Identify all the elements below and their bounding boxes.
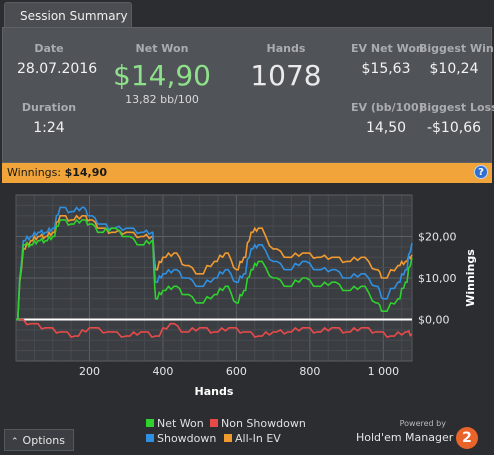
stat-hands: Hands 1078: [243, 42, 329, 92]
stat-value: $10,24: [429, 61, 479, 77]
legend-label: Net Won: [157, 417, 204, 430]
x-tick-label: 1 000: [368, 365, 400, 378]
brand-name: Hold'em Manager: [356, 431, 454, 444]
stat-label: EV (bb/100): [351, 101, 424, 114]
winnings-chart: 200 400 600 800 1 000 $0,00 $10,00 $20,00 Hands W…: [15, 194, 477, 398]
legend-label: All-In EV: [235, 432, 281, 445]
chevron-up-icon: ⌃: [11, 437, 19, 447]
series-line-non-showdown: [16, 318, 413, 339]
options-button[interactable]: ⌃ Options: [4, 429, 74, 451]
net-won-bb100: 13,82 bb/100: [125, 93, 199, 106]
help-icon[interactable]: ?: [474, 165, 488, 179]
y-tick-label: $10,00: [418, 272, 457, 285]
stat-value: 1:24: [33, 120, 65, 136]
stat-duration: Duration 1:24: [17, 101, 81, 136]
legend-item-non-showdown[interactable]: Non Showdown: [210, 417, 306, 430]
legend-swatch: [224, 434, 232, 442]
stat-label: Biggest Loss: [419, 101, 494, 114]
legend-label: Showdown: [157, 432, 217, 445]
stat-ev-net-won: EV Net Won $15,63: [351, 42, 424, 77]
y-tick-label: $20,00: [418, 231, 457, 244]
x-axis-label: Hands: [195, 385, 234, 398]
powered-by: Powered by Hold'em Manager 2: [356, 419, 478, 453]
tab-bar: Session Summary: [0, 0, 494, 28]
stat-label: Date: [34, 42, 64, 55]
series-line-showdown: [16, 206, 413, 321]
stat-ev-bb100: EV (bb/100) 14,50: [351, 101, 424, 136]
stat-net-won: Net Won $14,90 13,82 bb/100: [107, 42, 217, 106]
session-summary-panel: Date 28.07.2016 Net Won $14,90 13,82 bb/…: [2, 27, 494, 163]
winnings-chart-panel: 200 400 600 800 1 000 $0,00 $10,00 $20,00 Hands W…: [2, 183, 492, 413]
legend-item-showdown[interactable]: Showdown: [146, 432, 216, 445]
stat-label: Biggest Win: [419, 42, 494, 55]
stat-value: $15,63: [361, 61, 411, 77]
banner-value: $14,90: [64, 166, 108, 179]
stat-label: EV Net Won: [351, 42, 424, 55]
net-won-value: $14,90: [113, 59, 211, 92]
stat-label: Net Won: [135, 42, 189, 55]
options-label: Options: [22, 434, 65, 447]
winnings-banner: Winnings: $14,90 ?: [2, 163, 492, 183]
hm2-logo: 2: [456, 427, 478, 449]
y-tick-label: $0,00: [418, 314, 450, 327]
stat-value: -$10,66: [426, 120, 482, 136]
tab-session-summary[interactable]: Session Summary: [4, 2, 132, 28]
x-tick-label: 200: [79, 365, 100, 378]
stat-value: 28.07.2016: [17, 61, 98, 77]
stat-biggest-win: Biggest Win $10,24: [419, 42, 494, 77]
stat-value: 14,50: [365, 120, 407, 136]
stat-date: Date 28.07.2016: [17, 42, 98, 77]
stat-label: Hands: [266, 42, 306, 55]
y-axis-label: Winnings: [464, 249, 477, 307]
x-tick-label: 600: [226, 365, 247, 378]
hands-value: 1078: [250, 59, 322, 92]
footer: ⌃ Options Net Won Non Showdown Showdown A…: [0, 413, 494, 455]
series-line-all-in-ev: [16, 214, 413, 321]
legend-item-all-in-ev[interactable]: All-In EV: [224, 432, 281, 445]
legend-swatch: [146, 419, 154, 427]
legend-swatch: [210, 419, 218, 427]
banner-label: Winnings:: [7, 166, 62, 179]
legend-swatch: [146, 434, 154, 442]
x-tick-label: 800: [299, 365, 320, 378]
legend-item-net-won[interactable]: Net Won: [146, 417, 204, 430]
series-line-net-won: [16, 218, 413, 321]
powered-by-label: Powered by: [399, 419, 446, 428]
stat-biggest-loss: Biggest Loss -$10,66: [419, 101, 494, 136]
legend-label: Non Showdown: [221, 417, 306, 430]
x-tick-label: 400: [152, 365, 173, 378]
stat-label: Duration: [21, 101, 77, 114]
